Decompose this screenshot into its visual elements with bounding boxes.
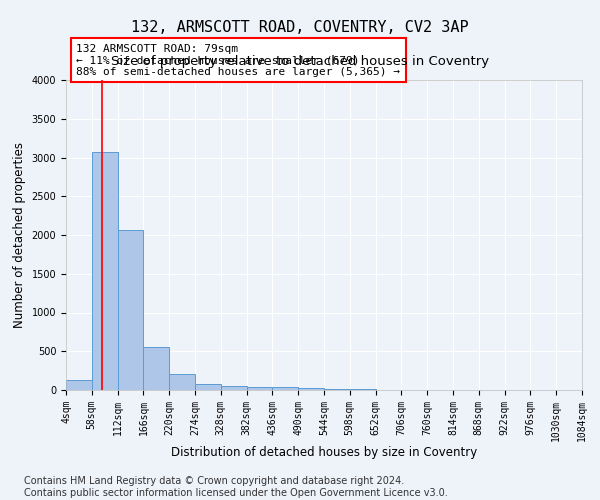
Bar <box>195 384 221 390</box>
Bar <box>272 388 298 390</box>
Bar <box>221 386 247 390</box>
Bar <box>169 374 195 390</box>
Text: 132, ARMSCOTT ROAD, COVENTRY, CV2 3AP: 132, ARMSCOTT ROAD, COVENTRY, CV2 3AP <box>131 20 469 35</box>
Bar <box>247 387 272 390</box>
Bar <box>298 388 324 390</box>
Text: Size of property relative to detached houses in Coventry: Size of property relative to detached ho… <box>111 55 489 68</box>
Bar <box>143 346 169 390</box>
Text: 132 ARMSCOTT ROAD: 79sqm
← 11% of detached houses are smaller (679)
88% of semi-: 132 ARMSCOTT ROAD: 79sqm ← 11% of detach… <box>76 44 400 77</box>
X-axis label: Distribution of detached houses by size in Coventry: Distribution of detached houses by size … <box>171 446 477 460</box>
Text: Contains HM Land Registry data © Crown copyright and database right 2024.
Contai: Contains HM Land Registry data © Crown c… <box>24 476 448 498</box>
Y-axis label: Number of detached properties: Number of detached properties <box>13 142 26 328</box>
Bar <box>324 389 350 390</box>
Bar <box>66 380 92 390</box>
Bar <box>118 230 143 390</box>
Bar <box>92 152 118 390</box>
